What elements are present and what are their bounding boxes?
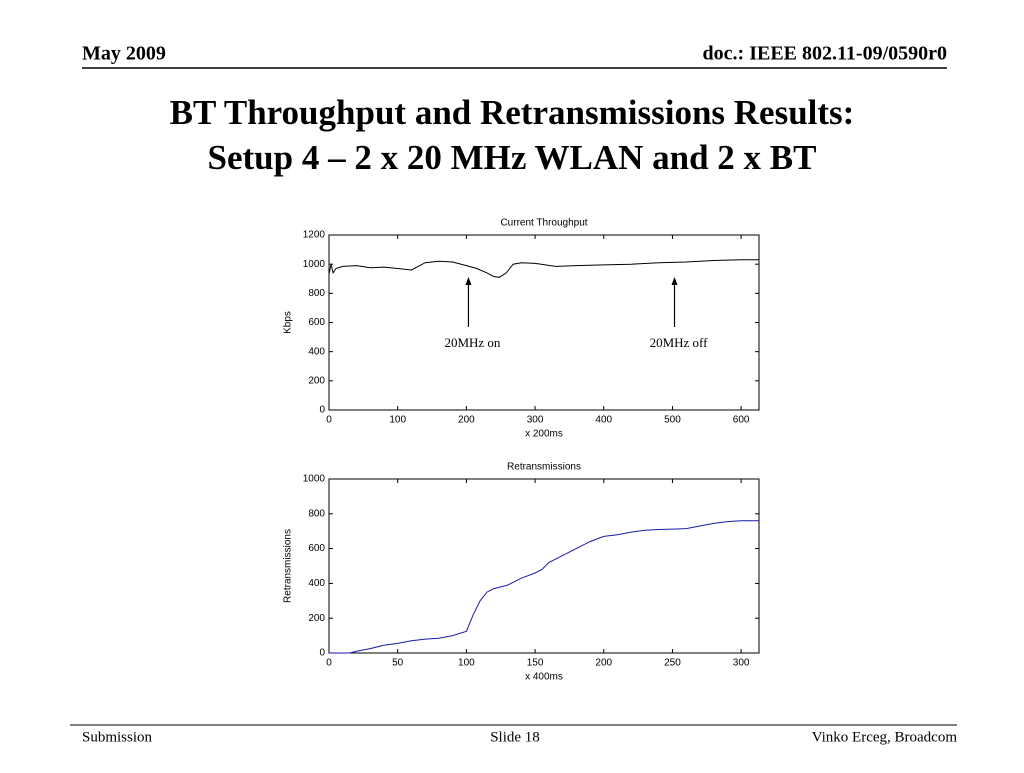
x-tick-label: 250 [664,658,681,669]
y-axis-label: Kbps [283,311,294,334]
annotation: 20MHz on [444,335,500,350]
x-tick-label: 300 [527,415,544,426]
x-axis-label: x 200ms [525,429,563,440]
footer-center: Slide 18 [490,729,540,745]
y-axis-label: Retransmissions [283,529,294,603]
x-tick-label: 200 [595,658,612,669]
y-tick-label: 600 [308,317,325,328]
slide-title: BT Throughput and Retransmissions Result… [170,93,855,132]
y-tick-label: 1200 [303,230,326,241]
y-tick-label: 800 [308,288,325,299]
x-tick-label: 300 [733,658,750,669]
header-date: May 2009 [82,43,166,65]
y-tick-label: 0 [319,405,325,416]
x-axis-label: x 400ms [525,672,563,683]
y-tick-label: 1000 [303,474,326,485]
x-tick-label: 0 [326,415,332,426]
y-tick-label: 400 [308,578,325,589]
y-tick-label: 0 [319,648,325,659]
y-tick-label: 200 [308,613,325,624]
header-doc: doc.: IEEE 802.11-09/0590r0 [703,43,947,65]
annotation: 20MHz off [650,335,709,350]
chart-title: Retransmissions [507,462,581,473]
plot-area [328,478,760,654]
y-tick-label: 600 [308,543,325,554]
chart-title: Current Throughput [500,218,587,229]
annotation-arrowhead [671,277,678,285]
x-tick-label: 200 [458,415,475,426]
y-tick-label: 200 [308,375,325,386]
x-tick-label: 400 [595,415,612,426]
footer-right: Vinko Erceg, Broadcom [812,729,958,745]
x-tick-label: 100 [458,658,475,669]
data-line [329,520,759,654]
y-tick-label: 800 [308,508,325,519]
x-tick-label: 500 [664,415,681,426]
annotation-arrowhead [465,277,472,285]
data-line [328,259,759,278]
x-tick-label: 50 [392,658,404,669]
x-tick-label: 100 [389,415,406,426]
x-tick-label: 0 [326,658,332,669]
y-tick-label: 400 [308,346,325,357]
y-tick-label: 1000 [303,259,326,270]
x-tick-label: 150 [527,658,544,669]
x-tick-label: 600 [733,415,750,426]
footer-left: Submission [82,729,153,745]
slide-title: Setup 4 – 2 x 20 MHz WLAN and 2 x BT [207,138,816,177]
